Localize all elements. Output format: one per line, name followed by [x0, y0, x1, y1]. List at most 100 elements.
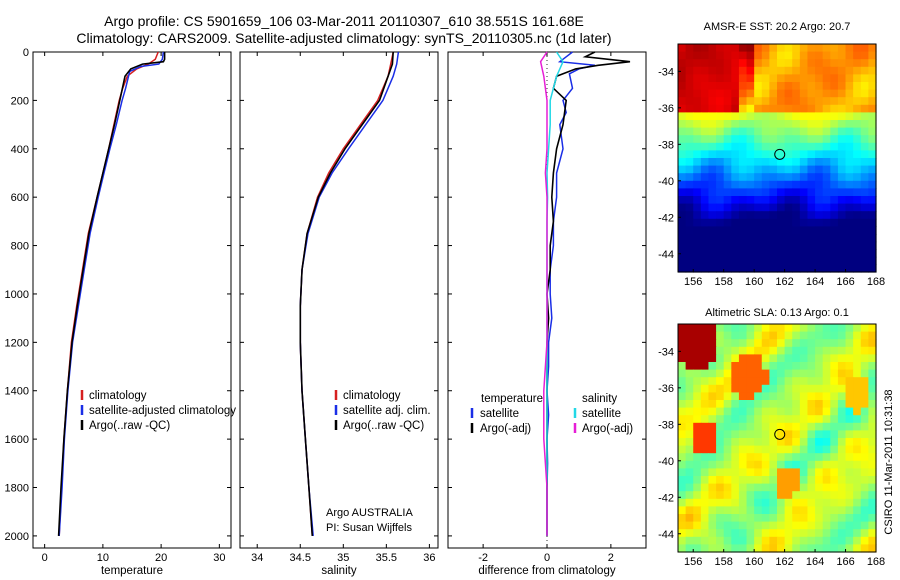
- map-cell: [708, 430, 717, 439]
- map-cell: [731, 51, 740, 60]
- map-cell: [830, 112, 839, 121]
- map-cell: [723, 498, 732, 507]
- map-cell: [799, 369, 809, 378]
- map-cell: [738, 196, 748, 205]
- map-cell: [815, 256, 824, 265]
- map-cell: [769, 188, 778, 197]
- map-cell: [746, 491, 755, 500]
- map-cell: [784, 468, 793, 477]
- map-cell: [845, 331, 854, 340]
- map-cell: [784, 104, 793, 113]
- map-cell: [784, 142, 793, 151]
- map-cell: [731, 415, 740, 424]
- map-cell: [708, 211, 717, 220]
- map-cell: [853, 514, 862, 523]
- map-cell: [799, 415, 809, 424]
- map-cell: [777, 346, 786, 355]
- map-cell: [784, 529, 793, 538]
- map-cell: [845, 249, 854, 258]
- map-cell: [761, 422, 770, 431]
- map-cell: [830, 59, 839, 68]
- map-cell: [868, 438, 877, 447]
- map-cell: [716, 438, 725, 447]
- map-cell: [853, 264, 862, 273]
- map-cell: [693, 324, 702, 333]
- map-cell: [792, 120, 801, 129]
- map-cell: [731, 460, 740, 469]
- map-cell: [815, 74, 824, 83]
- map-cell: [769, 445, 778, 454]
- map-cell: [716, 377, 725, 386]
- map-cell: [860, 339, 869, 348]
- map-cell: [723, 89, 732, 98]
- map-cell: [830, 468, 839, 477]
- map-cell: [822, 165, 831, 174]
- map-cell: [837, 407, 847, 416]
- map-cell: [845, 346, 854, 355]
- map-cell: [731, 521, 740, 530]
- map-cell: [738, 203, 748, 212]
- map-cell: [845, 339, 854, 348]
- map-cell: [860, 173, 869, 182]
- map-cell: [678, 120, 687, 129]
- map-cell: [792, 218, 801, 227]
- x-tick-label: 158: [715, 556, 733, 568]
- map-cell: [693, 158, 702, 167]
- map-cell: [837, 483, 847, 492]
- map-cell: [807, 66, 816, 75]
- map-cell: [738, 211, 748, 220]
- map-cell: [685, 264, 694, 273]
- map-cell: [746, 44, 755, 53]
- map-cell: [685, 369, 694, 378]
- map-cell: [678, 544, 687, 553]
- map-cell: [685, 104, 694, 113]
- map-cell: [830, 158, 839, 167]
- map-cell: [769, 165, 778, 174]
- map-cell: [723, 82, 732, 91]
- map-cell: [716, 74, 725, 83]
- map-cell: [678, 104, 687, 113]
- map-cell: [685, 256, 694, 265]
- map-cell: [769, 544, 778, 553]
- map-cell: [792, 346, 801, 355]
- map-cell: [685, 521, 694, 530]
- map-cell: [784, 445, 793, 454]
- map-cell: [860, 165, 869, 174]
- map-cell: [822, 324, 831, 333]
- map-cell: [807, 104, 816, 113]
- map-cell: [777, 506, 786, 515]
- map-cell: [837, 536, 847, 545]
- map-cell: [708, 498, 717, 507]
- map-cell: [685, 422, 694, 431]
- map-cell: [738, 256, 748, 265]
- map-cell: [754, 173, 763, 182]
- map-cell: [822, 544, 831, 553]
- map-cell: [799, 346, 809, 355]
- map-cell: [807, 438, 816, 447]
- map-cell: [685, 89, 694, 98]
- map-cell: [693, 339, 702, 348]
- map-cell: [868, 150, 877, 159]
- map-cell: [769, 51, 778, 60]
- map-cell: [723, 188, 732, 197]
- map-cell: [731, 188, 740, 197]
- map-cell: [860, 468, 869, 477]
- map-cell: [845, 460, 854, 469]
- map-cell: [807, 158, 816, 167]
- map-cell: [837, 264, 847, 273]
- map-cell: [716, 97, 725, 106]
- legend-label: Argo(-adj): [582, 423, 633, 435]
- map-cell: [761, 234, 770, 243]
- map-cell: [784, 158, 793, 167]
- map-cell: [738, 430, 748, 439]
- map-cell: [678, 400, 687, 409]
- map-cell: [777, 44, 786, 53]
- map-cell: [700, 120, 710, 129]
- map-cell: [685, 44, 694, 53]
- legend-label: climatology: [343, 390, 401, 402]
- map-cell: [754, 66, 763, 75]
- map-cell: [837, 438, 847, 447]
- map-cell: [723, 112, 732, 121]
- map-cell: [777, 384, 786, 393]
- map-cell: [784, 89, 793, 98]
